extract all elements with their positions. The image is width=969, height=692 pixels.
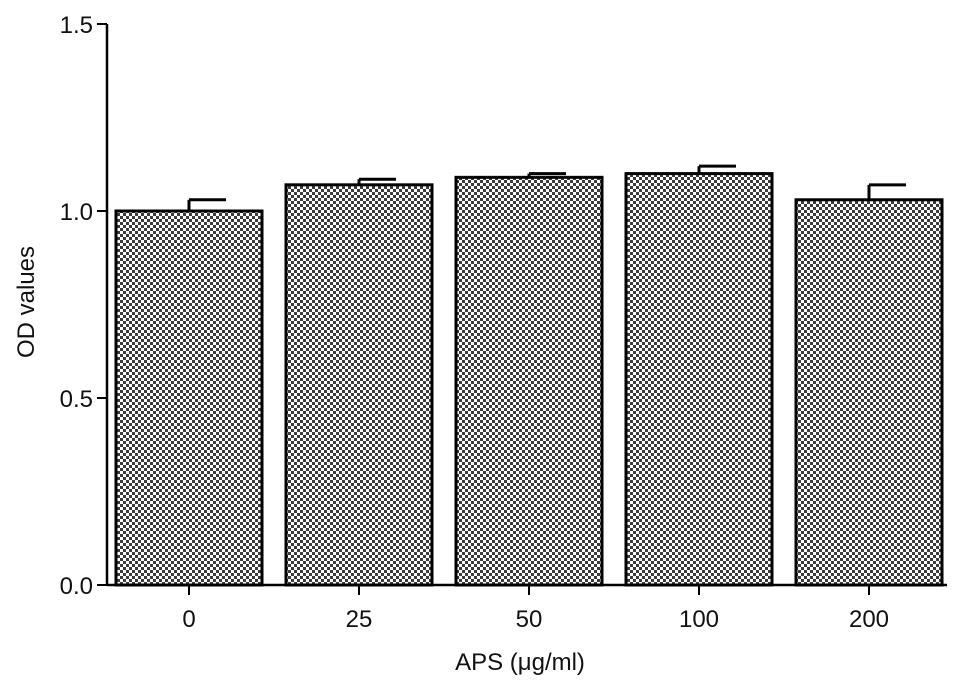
- y-tick-label: 0.5: [60, 386, 93, 413]
- x-tick-label: 50: [516, 606, 543, 633]
- bar-0: [114, 209, 264, 587]
- y-tick-label: 1.0: [60, 199, 93, 226]
- bar-50: [454, 175, 604, 587]
- x-axis-title: APS (μg/ml): [455, 649, 585, 676]
- bar-25: [284, 183, 434, 587]
- x-tick-label: 0: [182, 606, 195, 633]
- y-axis-title: OD values: [13, 246, 40, 358]
- y-tick-label: 0.0: [60, 573, 93, 600]
- y-tick-label: 1.5: [60, 12, 93, 39]
- x-tick-label: 200: [849, 606, 889, 633]
- axes-layer: [97, 23, 947, 595]
- x-tick-label: 100: [679, 606, 719, 633]
- x-tick-label: 25: [346, 606, 373, 633]
- bars-layer: [114, 164, 944, 587]
- labels-layer: 0 25 50 100 200 0.0 0.5 1.0 1.5: [60, 12, 889, 633]
- bar-100: [624, 172, 774, 587]
- bar-200: [794, 198, 944, 587]
